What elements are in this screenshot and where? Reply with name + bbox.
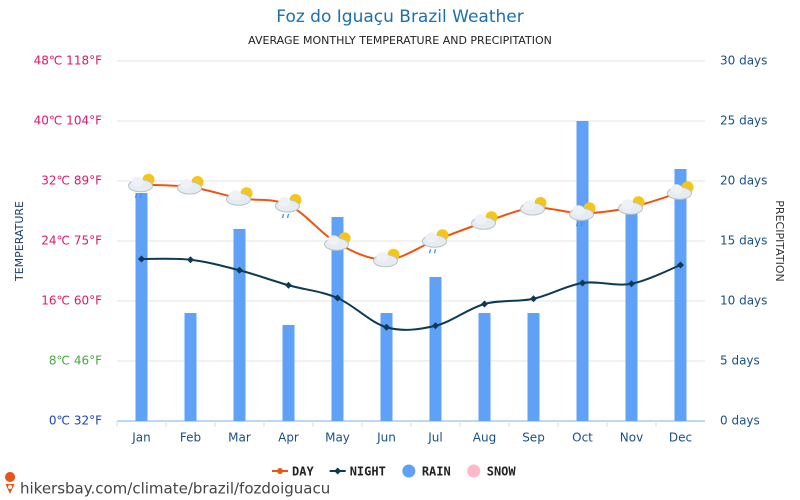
legend-label: DAY — [292, 465, 314, 479]
source: hikersbay.com/climate/brazil/fozdoiguacu — [20, 480, 330, 498]
weather-icon — [471, 211, 498, 230]
point-marker — [530, 295, 537, 303]
y-tick-label: 24℃ 75°F — [41, 234, 102, 248]
pin-icon — [5, 472, 16, 494]
y-tick-label: 0℃ 32°F — [49, 414, 102, 428]
line — [141, 257, 681, 331]
point-marker — [334, 467, 342, 475]
icon-cloud — [474, 214, 487, 225]
pin-hole — [8, 485, 12, 489]
icon-cloud — [670, 184, 683, 195]
x-tick-label: Nov — [620, 431, 643, 445]
point-marker — [334, 294, 341, 302]
bar — [625, 205, 638, 421]
icon-cloud — [180, 179, 193, 189]
weather-icon — [226, 187, 253, 206]
weather-icon — [422, 229, 449, 254]
legend-label: NIGHT — [350, 465, 386, 479]
y-tick-label: 48℃ 118°F — [34, 54, 102, 68]
y2-tick-label: 15 days — [720, 234, 767, 248]
x-tick-label: Mar — [228, 431, 251, 445]
y-tick-label: 32℃ 89°F — [41, 174, 102, 188]
weather-icon — [128, 173, 155, 198]
bar — [135, 193, 148, 421]
point-marker — [628, 280, 635, 288]
weather-icon — [667, 181, 694, 200]
weather-icon — [275, 194, 302, 219]
bar — [331, 217, 344, 421]
y-tick-label: 16℃ 60°F — [41, 294, 102, 308]
point-marker — [383, 323, 390, 331]
x-tick-label: Dec — [669, 431, 692, 445]
icon-cloud — [621, 199, 634, 210]
x-tick-label: Apr — [278, 431, 299, 445]
point-marker — [432, 322, 439, 330]
icon-cloud — [572, 205, 585, 216]
icon-rain — [134, 193, 143, 198]
x-tick-label: Feb — [180, 431, 201, 445]
icon-rain — [575, 222, 584, 227]
y2-axis-label: PRECIPITATION — [773, 200, 786, 281]
chart-title: Foz do Iguaçu Brazil Weather — [276, 7, 523, 27]
point-marker — [481, 300, 488, 308]
weather-icon — [520, 197, 547, 216]
point-marker — [677, 261, 684, 269]
bar — [576, 121, 589, 421]
bar — [674, 169, 687, 421]
bar — [527, 313, 540, 421]
weather-icon — [324, 232, 351, 251]
x-tick-label: Aug — [473, 431, 496, 445]
icon-cloud — [229, 190, 242, 201]
icon-rain — [428, 249, 437, 254]
bar — [478, 313, 491, 421]
x-tick-label: Sep — [522, 431, 545, 445]
icon-cloud — [425, 232, 438, 243]
point-marker — [138, 255, 145, 263]
line — [141, 183, 681, 261]
icon-cloud — [278, 197, 291, 207]
weather-icon — [177, 176, 204, 195]
y-tick-label: 40℃ 104°F — [34, 114, 102, 128]
bar — [233, 229, 246, 421]
x-tick-label: Oct — [572, 431, 593, 445]
icon-cloud — [523, 200, 536, 210]
icon-cloud — [327, 235, 340, 246]
legend-swatch — [402, 464, 416, 478]
y2-tick-label: 30 days — [720, 54, 767, 68]
point-marker — [579, 279, 586, 287]
point-marker — [187, 256, 194, 264]
weather-icon — [373, 248, 400, 268]
legend-label: RAIN — [422, 465, 451, 479]
point-marker — [236, 266, 243, 274]
legend-swatch — [467, 464, 481, 478]
bar — [184, 313, 197, 421]
bar — [282, 325, 295, 421]
y-axis-label: TEMPERATURE — [13, 201, 26, 282]
chart-subtitle: AVERAGE MONTHLY TEMPERATURE AND PRECIPIT… — [248, 34, 552, 47]
point-marker — [285, 281, 292, 289]
icon-rain — [281, 213, 290, 219]
bar — [429, 277, 442, 421]
y2-tick-label: 25 days — [720, 114, 767, 128]
x-tick-label: May — [325, 431, 350, 445]
weather-icon — [569, 202, 596, 227]
weather-icon — [618, 196, 645, 215]
y2-tick-label: 0 days — [720, 414, 760, 428]
y-tick-label: 8℃ 46°F — [49, 354, 102, 368]
x-tick-label: Jan — [131, 431, 151, 445]
y2-tick-label: 20 days — [720, 174, 767, 188]
legend-label: SNOW — [487, 465, 517, 479]
x-tick-label: Jun — [376, 431, 396, 445]
y2-tick-label: 10 days — [720, 294, 767, 308]
icon-cloud — [131, 176, 144, 187]
point-marker — [277, 468, 283, 474]
icon-cloud — [376, 251, 389, 262]
bar — [380, 313, 393, 421]
x-tick-label: Jul — [427, 431, 442, 445]
y2-tick-label: 5 days — [720, 354, 760, 368]
